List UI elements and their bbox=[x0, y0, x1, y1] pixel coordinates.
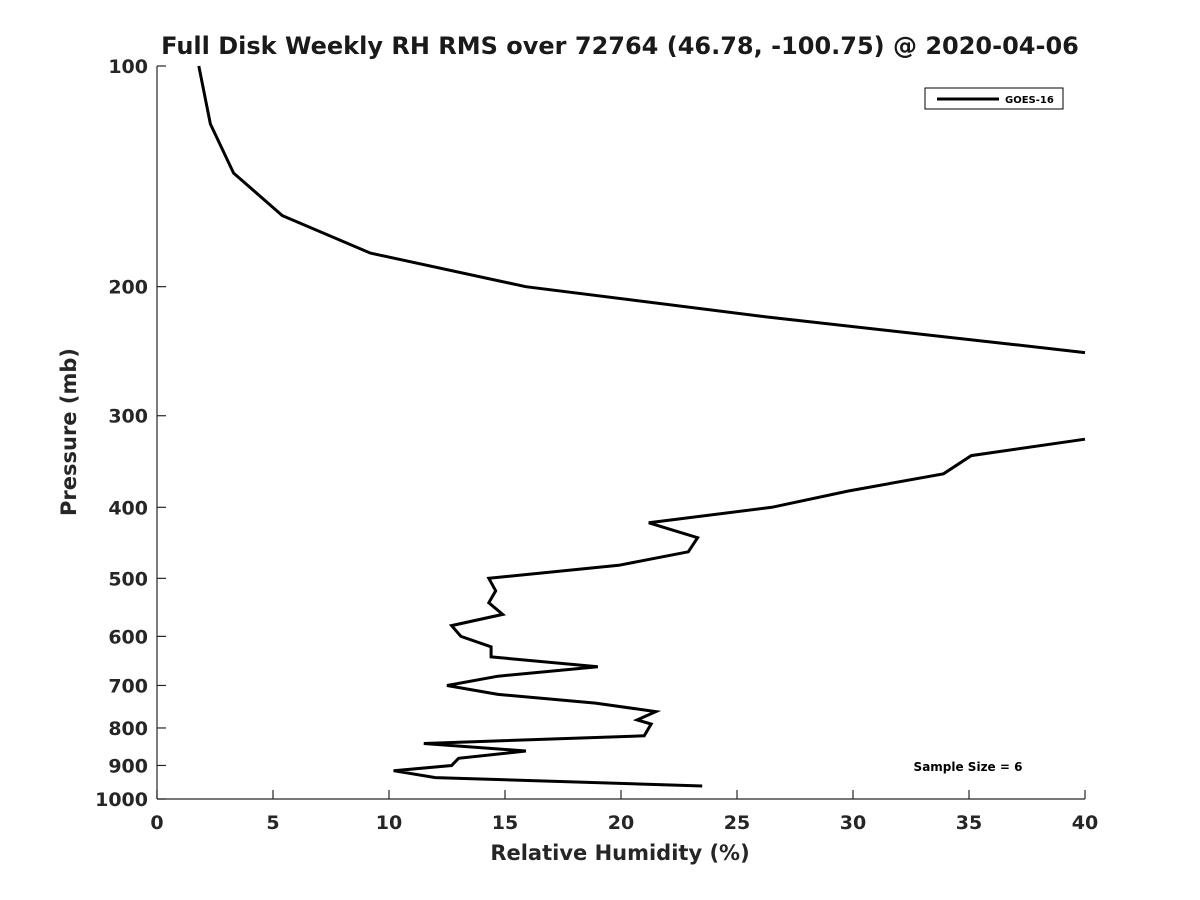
y-axis-label: Pressure (mb) bbox=[57, 348, 81, 516]
series-lines bbox=[197, 65, 1086, 788]
y-tick-label: 600 bbox=[108, 626, 148, 648]
x-tick-label: 20 bbox=[608, 812, 634, 834]
x-tick-label: 40 bbox=[1072, 812, 1098, 834]
x-tick-label: 35 bbox=[956, 812, 982, 834]
y-tick-label: 700 bbox=[108, 675, 148, 697]
legend: GOES-16 bbox=[924, 87, 1064, 110]
y-tick-label: 400 bbox=[108, 497, 148, 519]
series-line-goes-16-segment-2 bbox=[393, 437, 1086, 788]
y-tick-label: 200 bbox=[108, 277, 148, 299]
x-tick-label: 30 bbox=[840, 812, 866, 834]
y-tick-label: 900 bbox=[108, 755, 148, 777]
x-axis-ticks: 0 5 10 15 20 25 30 35 40 bbox=[150, 790, 1098, 834]
sample-size-annotation: Sample Size = 6 bbox=[914, 760, 1023, 774]
x-tick-label: 25 bbox=[724, 812, 750, 834]
y-tick-label: 100 bbox=[108, 56, 148, 78]
legend-label-goes-16: GOES-16 bbox=[1005, 95, 1054, 106]
chart-title: Full Disk Weekly RH RMS over 72764 (46.7… bbox=[161, 32, 1079, 60]
x-tick-label: 5 bbox=[266, 812, 279, 834]
axes bbox=[156, 66, 1085, 800]
series-line-goes-16-segment-1 bbox=[197, 65, 1086, 355]
y-tick-label: 800 bbox=[108, 718, 148, 740]
y-tick-label: 1000 bbox=[95, 789, 148, 811]
x-tick-label: 10 bbox=[376, 812, 402, 834]
y-axis-ticks: 100 200 300 400 500 600 700 800 900 1000 bbox=[95, 56, 166, 811]
x-tick-label: 15 bbox=[492, 812, 518, 834]
y-tick-label: 300 bbox=[108, 406, 148, 428]
x-tick-label: 0 bbox=[150, 812, 163, 834]
x-axis-label: Relative Humidity (%) bbox=[490, 841, 749, 865]
y-tick-label: 500 bbox=[108, 568, 148, 590]
